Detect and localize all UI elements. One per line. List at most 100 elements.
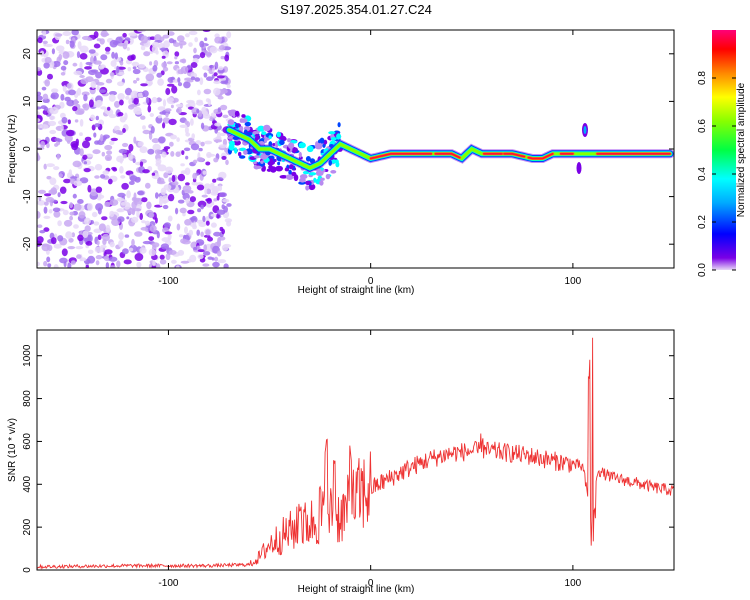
carrier-blob [305, 156, 311, 162]
noise-blob [171, 174, 176, 183]
noise-blob [65, 231, 73, 239]
noise-blob [79, 132, 83, 137]
noise-blob [81, 91, 90, 96]
snr-y-tick-label: 800 [22, 390, 33, 407]
carrier-blob [275, 165, 283, 172]
noise-blob [37, 118, 41, 123]
noise-blob [132, 158, 136, 164]
noise-blob [213, 72, 218, 77]
noise-blob [151, 96, 158, 104]
noise-blob [128, 247, 134, 252]
noise-blob [190, 76, 196, 81]
noise-blob [51, 48, 56, 55]
noise-blob [131, 238, 135, 247]
noise-blob [197, 208, 202, 213]
snr-x-tick-label: 100 [565, 578, 582, 589]
noise-blob [37, 142, 41, 146]
noise-blob [216, 209, 226, 215]
noise-blob [57, 220, 62, 227]
noise-blob [214, 122, 222, 127]
noise-blob [199, 40, 205, 48]
spectrogram-y-label: Frequency (Hz) [7, 115, 18, 184]
noise-blob [93, 31, 99, 39]
carrier-blob [263, 124, 271, 132]
noise-blob [166, 61, 173, 65]
noise-blob [69, 211, 75, 216]
noise-blob [104, 46, 111, 52]
noise-blob [77, 234, 84, 242]
noise-blob [107, 106, 111, 111]
colorbar-bar [712, 30, 736, 270]
noise-blob [86, 231, 93, 236]
noise-blob [79, 53, 88, 60]
noise-blob [219, 132, 226, 137]
snr-x-tick-label: -100 [158, 578, 178, 589]
noise-blob [165, 112, 169, 118]
noise-blob [127, 55, 135, 61]
noise-blob [98, 223, 106, 231]
noise-blob [187, 209, 195, 215]
noise-blob [202, 251, 211, 256]
noise-blob [193, 47, 197, 54]
noise-blob [94, 140, 100, 145]
noise-blob [117, 66, 126, 70]
noise-blob [109, 265, 116, 268]
noise-blob [95, 260, 100, 266]
noise-blob [148, 212, 154, 218]
noise-blob [57, 138, 63, 143]
noise-blob [108, 114, 117, 119]
carrier-blob [241, 114, 246, 118]
noise-blob [119, 60, 124, 66]
carrier-blob [284, 167, 290, 172]
noise-blob [213, 157, 219, 163]
noise-blob [222, 114, 229, 119]
noise-blob [116, 155, 125, 163]
noise-blob [214, 36, 222, 44]
noise-blob [53, 264, 59, 268]
noise-blob [76, 87, 82, 96]
noise-blob [116, 260, 121, 268]
carrier-blob [298, 151, 302, 158]
carrier-blob [277, 161, 281, 166]
noise-blob [152, 143, 161, 152]
noise-blob [69, 40, 75, 48]
noise-blob [161, 55, 166, 59]
noise-blob [83, 161, 88, 165]
noise-blob [139, 212, 143, 221]
noise-blob [88, 99, 94, 108]
carrier-core-peak [503, 152, 526, 158]
carrier-blob [308, 172, 317, 176]
noise-blob [109, 241, 115, 248]
noise-blob [175, 265, 180, 268]
noise-blob [70, 176, 78, 180]
noise-blob [133, 97, 139, 105]
noise-blob [188, 229, 194, 236]
noise-blob [186, 121, 190, 128]
noise-blob [135, 111, 143, 115]
noise-blob [49, 129, 57, 135]
carrier-blob [337, 122, 341, 128]
noise-blob [82, 230, 89, 238]
noise-blob [51, 88, 59, 93]
colorbar-tick-label: 0.4 [697, 167, 708, 181]
noise-blob [141, 197, 148, 203]
noise-blob [156, 72, 163, 78]
noise-blob [203, 244, 207, 252]
noise-blob [165, 108, 172, 112]
noise-blob [152, 65, 158, 72]
noise-blob [41, 86, 47, 91]
noise-blob [134, 253, 144, 261]
noise-blob [42, 40, 48, 45]
noise-blob [83, 94, 88, 102]
noise-blob [43, 163, 47, 170]
snr-marks [37, 337, 674, 570]
noise-blob [44, 201, 49, 206]
noise-blob [57, 192, 61, 198]
noise-blob [50, 187, 57, 195]
noise-blob [137, 30, 146, 33]
noise-blob [226, 84, 231, 89]
noise-blob [151, 45, 158, 54]
carrier-blob [288, 142, 295, 149]
noise-blob [159, 111, 167, 115]
